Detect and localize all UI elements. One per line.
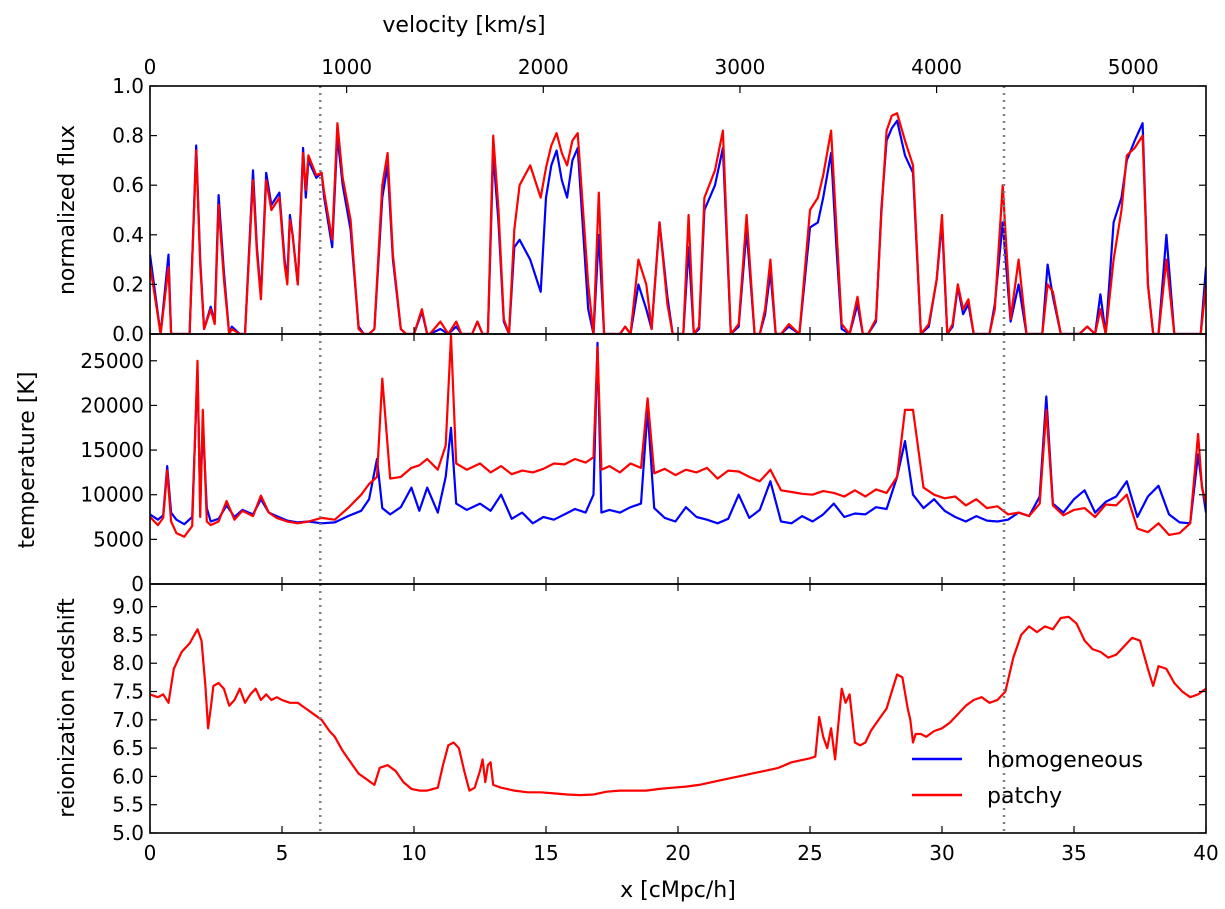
top-tick-label: 2000 <box>518 55 569 79</box>
temperature-series-patchy <box>150 334 1206 538</box>
xtick-label: 30 <box>929 841 954 865</box>
xtick-label: 10 <box>401 841 426 865</box>
temperature-y-axis-label: temperature [K] <box>15 372 40 549</box>
reionization-ytick-label: 8.0 <box>112 651 144 675</box>
temperature-ytick-label: 10000 <box>80 483 144 507</box>
flux-ytick-label: 0.6 <box>112 173 144 197</box>
reionization-ytick-label: 6.0 <box>112 764 144 788</box>
reionization-ytick-label: 9.0 <box>112 595 144 619</box>
xtick-label: 20 <box>665 841 690 865</box>
reionization-ytick-label: 8.5 <box>112 623 144 647</box>
legend-label-patchy: patchy <box>987 784 1062 809</box>
top-tick-label: 3000 <box>714 55 765 79</box>
temperature-ytick-label: 25000 <box>80 349 144 373</box>
x-axis-label: x [cMpc/h] <box>620 878 736 903</box>
temperature-ytick-label: 5000 <box>93 527 144 551</box>
axes: 0.00.20.40.60.81.00500010000150002000025… <box>80 55 1218 865</box>
temperature-ytick-label: 15000 <box>80 438 144 462</box>
reionization-ytick-label: 5.5 <box>112 793 144 817</box>
flux-panel <box>150 86 1206 334</box>
plot-area <box>150 86 1206 833</box>
xtick-label: 35 <box>1061 841 1086 865</box>
xtick-label: 25 <box>797 841 822 865</box>
top-tick-label: 5000 <box>1108 55 1159 79</box>
flux-series-patchy <box>150 112 1206 334</box>
top-tick-label: 0 <box>144 55 157 79</box>
flux-ytick-label: 0.4 <box>112 223 144 247</box>
flux-ytick-label: 1.0 <box>112 74 144 98</box>
legend-label-homogeneous: homogeneous <box>987 748 1143 773</box>
xtick-label: 40 <box>1193 841 1218 865</box>
top-tick-label: 1000 <box>321 55 372 79</box>
top-axis-label: velocity [km/s] <box>382 13 545 38</box>
xtick-label: 15 <box>533 841 558 865</box>
temperature-ytick-label: 20000 <box>80 393 144 417</box>
top-tick-label: 4000 <box>911 55 962 79</box>
flux-ytick-label: 0.2 <box>112 272 144 296</box>
reionization-series-patchy <box>150 615 1206 797</box>
reionization-ytick-label: 7.5 <box>112 680 144 704</box>
reionization-y-axis-label: reionization redshift <box>55 598 80 818</box>
reionization-ytick-label: 5.0 <box>112 821 144 845</box>
legend: homogeneous patchy <box>912 748 1143 809</box>
flux-ytick-label: 0.0 <box>112 322 144 346</box>
reionization-ytick-label: 6.5 <box>112 736 144 760</box>
xtick-label: 0 <box>144 841 157 865</box>
flux-ytick-label: 0.8 <box>112 124 144 148</box>
reionization-ytick-label: 7.0 <box>112 708 144 732</box>
temperature-ytick-label: 0 <box>131 572 144 596</box>
reionization-panel <box>150 584 1206 833</box>
temperature-panel <box>150 334 1206 584</box>
flux-y-axis-label: normalized flux <box>55 125 80 295</box>
xtick-label: 5 <box>276 841 289 865</box>
